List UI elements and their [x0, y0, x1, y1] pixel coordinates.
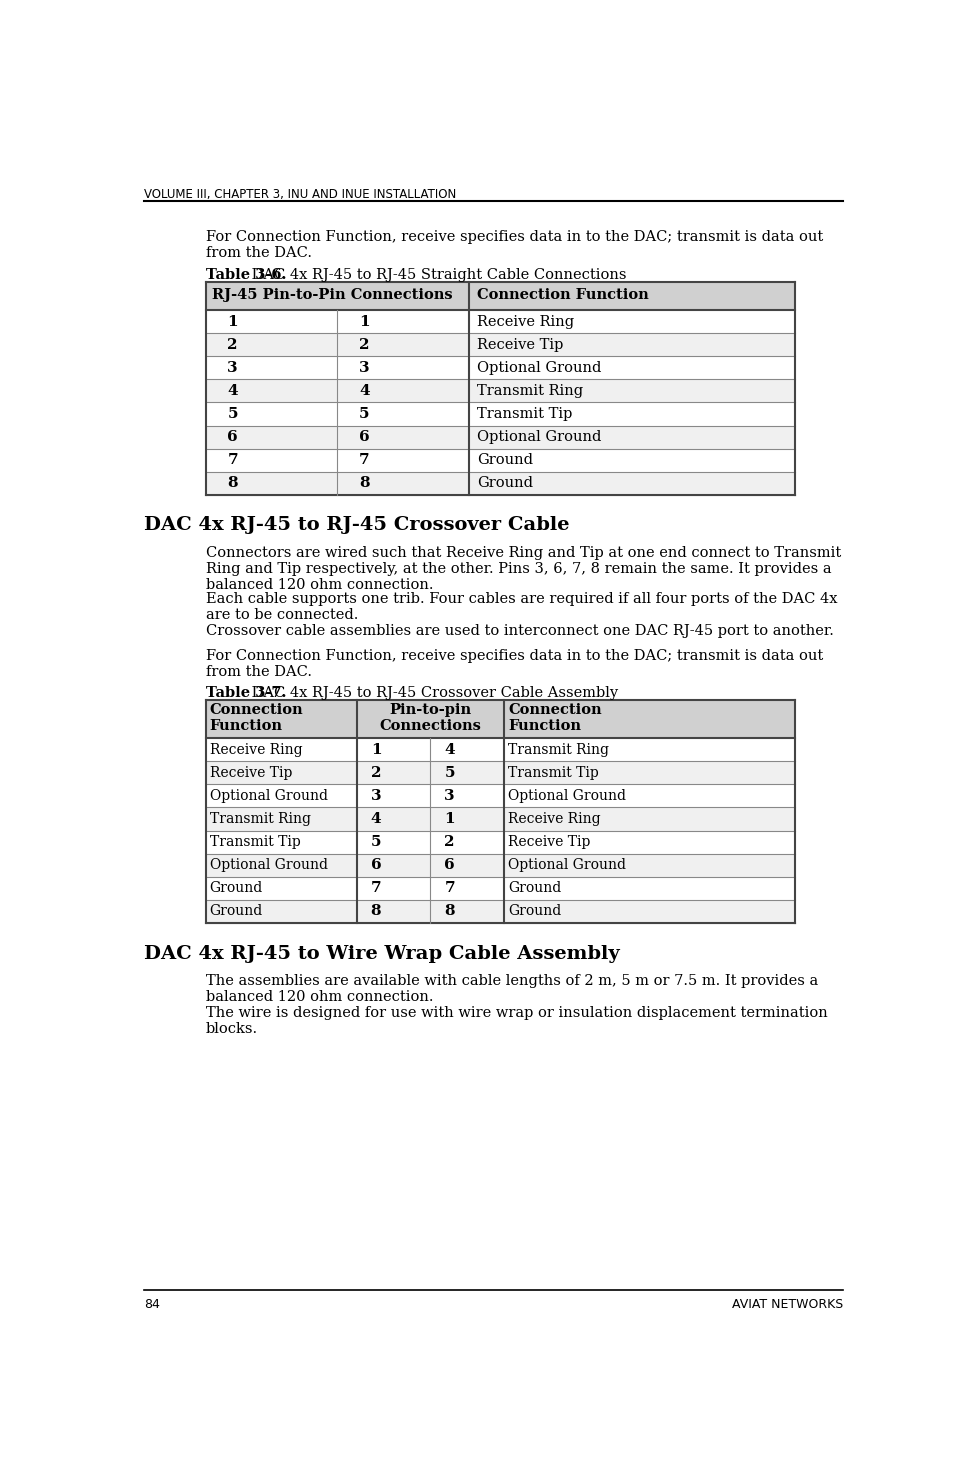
Text: Transmit Ring: Transmit Ring — [477, 383, 583, 398]
Text: Ground: Ground — [210, 882, 263, 895]
Text: DAC 4x RJ-45 to RJ-45 Crossover Cable: DAC 4x RJ-45 to RJ-45 Crossover Cable — [143, 517, 569, 534]
FancyBboxPatch shape — [206, 700, 794, 739]
Text: DAC 4x RJ-45 to Wire Wrap Cable Assembly: DAC 4x RJ-45 to Wire Wrap Cable Assembly — [143, 944, 619, 962]
Text: Transmit Ring: Transmit Ring — [508, 743, 609, 756]
FancyBboxPatch shape — [206, 739, 794, 761]
Text: Optional Ground: Optional Ground — [508, 858, 626, 872]
Text: 7: 7 — [359, 453, 370, 468]
Text: For Connection Function, receive specifies data in to the DAC; transmit is data : For Connection Function, receive specifi… — [206, 229, 822, 260]
Text: 2: 2 — [371, 765, 381, 780]
Text: DAC 4x RJ-45 to RJ-45 Crossover Cable Assembly: DAC 4x RJ-45 to RJ-45 Crossover Cable As… — [247, 685, 618, 700]
Text: Optional Ground: Optional Ground — [210, 789, 327, 804]
Text: 5: 5 — [371, 835, 381, 850]
Text: 2: 2 — [444, 835, 455, 850]
FancyBboxPatch shape — [206, 426, 794, 448]
Text: 5: 5 — [359, 407, 370, 420]
Text: Transmit Tip: Transmit Tip — [477, 407, 572, 420]
Text: Ground: Ground — [477, 453, 533, 468]
Text: Optional Ground: Optional Ground — [210, 858, 327, 872]
Text: 5: 5 — [227, 407, 238, 420]
FancyBboxPatch shape — [206, 830, 794, 854]
Text: Optional Ground: Optional Ground — [477, 431, 601, 444]
FancyBboxPatch shape — [206, 403, 794, 426]
Text: 1: 1 — [227, 315, 238, 329]
Text: 1: 1 — [359, 315, 370, 329]
Text: Table 3-6.: Table 3-6. — [206, 268, 286, 283]
Text: The assemblies are available with cable lengths of 2 m, 5 m or 7.5 m. It provide: The assemblies are available with cable … — [206, 974, 818, 1003]
Text: Transmit Tip: Transmit Tip — [210, 835, 300, 850]
Text: 7: 7 — [227, 453, 238, 468]
Text: 6: 6 — [227, 431, 238, 444]
Text: 4: 4 — [359, 383, 370, 398]
FancyBboxPatch shape — [206, 784, 794, 808]
Text: VOLUME III, CHAPTER 3, INU AND INUE INSTALLATION: VOLUME III, CHAPTER 3, INU AND INUE INST… — [143, 188, 455, 201]
Text: For Connection Function, receive specifies data in to the DAC; transmit is data : For Connection Function, receive specifi… — [206, 648, 822, 679]
Text: 4: 4 — [371, 813, 381, 826]
Text: Ground: Ground — [477, 477, 533, 490]
Text: Pin-to-pin
Connections: Pin-to-pin Connections — [379, 703, 482, 733]
Text: 6: 6 — [444, 858, 455, 872]
Text: Connection Function: Connection Function — [477, 289, 649, 302]
Text: Transmit Ring: Transmit Ring — [210, 813, 310, 826]
Text: Optional Ground: Optional Ground — [477, 361, 601, 374]
Text: 2: 2 — [227, 337, 238, 352]
Text: 6: 6 — [371, 858, 381, 872]
Text: 3: 3 — [444, 789, 455, 804]
Text: 3: 3 — [227, 361, 238, 374]
Text: 1: 1 — [444, 813, 455, 826]
FancyBboxPatch shape — [206, 448, 794, 472]
Text: Receive Tip: Receive Tip — [508, 835, 590, 850]
FancyBboxPatch shape — [206, 333, 794, 357]
Text: 6: 6 — [359, 431, 370, 444]
FancyBboxPatch shape — [206, 900, 794, 924]
Text: Receive Ring: Receive Ring — [210, 743, 302, 756]
Text: Receive Tip: Receive Tip — [477, 337, 563, 352]
FancyBboxPatch shape — [206, 283, 794, 309]
Text: Each cable supports one trib. Four cables are required if all four ports of the : Each cable supports one trib. Four cable… — [206, 592, 837, 622]
Text: Ground: Ground — [210, 904, 263, 919]
Text: 8: 8 — [371, 904, 381, 919]
Text: Connectors are wired such that Receive Ring and Tip at one end connect to Transm: Connectors are wired such that Receive R… — [206, 546, 841, 592]
Text: 2: 2 — [359, 337, 370, 352]
Text: DAC 4x RJ-45 to RJ-45 Straight Cable Connections: DAC 4x RJ-45 to RJ-45 Straight Cable Con… — [247, 268, 627, 283]
Text: 3: 3 — [371, 789, 381, 804]
Text: Connection
Function: Connection Function — [210, 703, 303, 733]
Text: Receive Ring: Receive Ring — [508, 813, 601, 826]
Text: 8: 8 — [359, 477, 370, 490]
FancyBboxPatch shape — [206, 808, 794, 830]
FancyBboxPatch shape — [206, 357, 794, 379]
Text: AVIAT NETWORKS: AVIAT NETWORKS — [732, 1298, 844, 1311]
Text: The wire is designed for use with wire wrap or insulation displacement terminati: The wire is designed for use with wire w… — [206, 1006, 827, 1036]
FancyBboxPatch shape — [206, 854, 794, 876]
Text: 7: 7 — [444, 882, 455, 895]
Text: 7: 7 — [371, 882, 381, 895]
Text: Receive Tip: Receive Tip — [210, 765, 292, 780]
Text: 5: 5 — [444, 765, 455, 780]
FancyBboxPatch shape — [206, 472, 794, 494]
Text: Connection
Function: Connection Function — [508, 703, 602, 733]
Text: 8: 8 — [227, 477, 238, 490]
Text: Receive Ring: Receive Ring — [477, 315, 574, 329]
Text: 8: 8 — [444, 904, 455, 919]
Text: RJ-45 Pin-to-Pin Connections: RJ-45 Pin-to-Pin Connections — [212, 289, 453, 302]
Text: Optional Ground: Optional Ground — [508, 789, 626, 804]
Text: 4: 4 — [227, 383, 238, 398]
Text: 3: 3 — [359, 361, 370, 374]
Text: Transmit Tip: Transmit Tip — [508, 765, 599, 780]
Text: Table 3-7.: Table 3-7. — [206, 685, 286, 700]
Text: 4: 4 — [444, 743, 455, 756]
Text: Ground: Ground — [508, 882, 561, 895]
FancyBboxPatch shape — [206, 379, 794, 403]
FancyBboxPatch shape — [206, 761, 794, 784]
FancyBboxPatch shape — [206, 309, 794, 333]
FancyBboxPatch shape — [206, 876, 794, 900]
Text: 1: 1 — [371, 743, 381, 756]
Text: Crossover cable assemblies are used to interconnect one DAC RJ-45 port to anothe: Crossover cable assemblies are used to i… — [206, 625, 834, 638]
Text: 84: 84 — [143, 1298, 160, 1311]
Text: Ground: Ground — [508, 904, 561, 919]
